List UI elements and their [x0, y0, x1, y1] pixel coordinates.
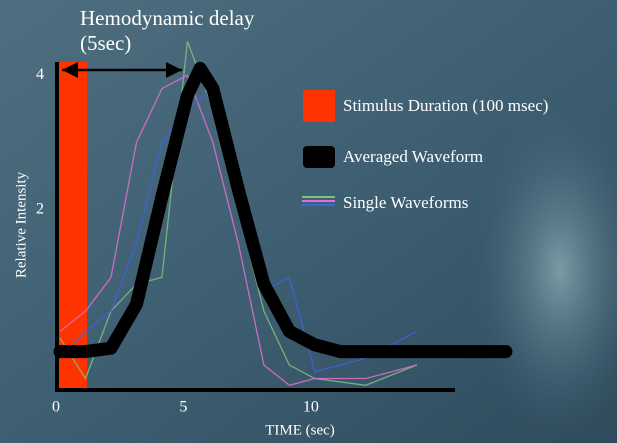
legend-label: Single Waveforms	[343, 193, 468, 212]
x-tick-label: 10	[303, 399, 319, 416]
x-tick-label: 5	[179, 399, 187, 416]
x-axis-label: TIME (sec)	[265, 422, 335, 438]
legend-swatch-averaged	[303, 146, 335, 168]
x-tick-label: 0	[52, 399, 60, 416]
legend-label: Stimulus Duration (100 msec)	[343, 96, 548, 115]
averaged-waveform	[53, 61, 513, 359]
single-waveform	[59, 74, 417, 386]
annotation-subtitle: (5sec)	[80, 31, 131, 55]
y-axis-label: Relative Intensity	[13, 171, 29, 278]
legend-swatch-stimulus	[303, 90, 335, 122]
legend-label: Averaged Waveform	[343, 147, 483, 166]
annotation-title: Hemodynamic delay	[80, 6, 255, 30]
y-tick-label: 2	[36, 201, 44, 218]
y-tick-label: 4	[36, 66, 44, 83]
